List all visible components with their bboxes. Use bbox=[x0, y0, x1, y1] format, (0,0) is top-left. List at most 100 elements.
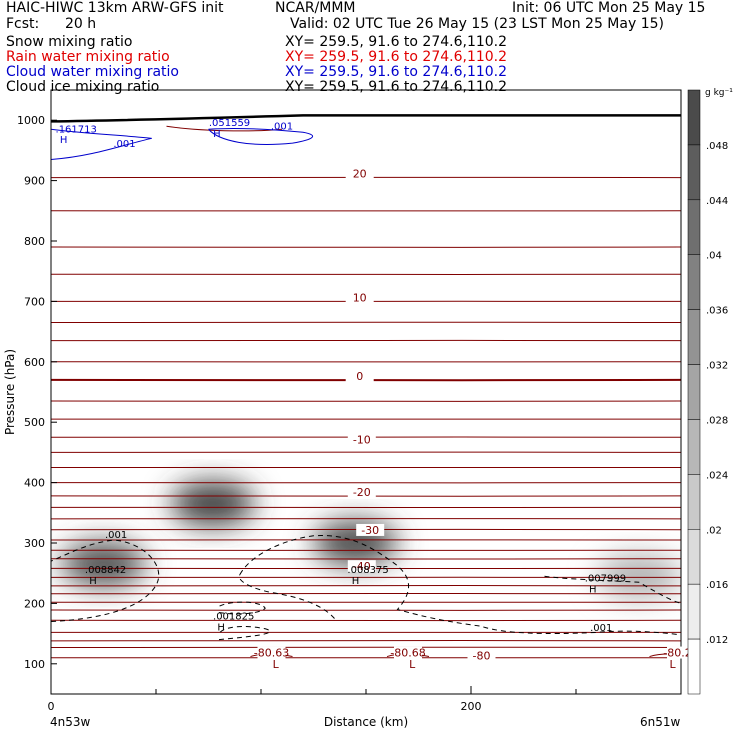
low-marker: L bbox=[409, 658, 416, 671]
colorbar-tick-label: .012 bbox=[706, 635, 728, 646]
y-tick-label: 600 bbox=[24, 356, 45, 369]
colorbar-tick-label: .028 bbox=[706, 415, 728, 426]
isotherm-line bbox=[51, 639, 681, 642]
isotherm-line bbox=[51, 609, 681, 611]
colorbar-segment bbox=[687, 199, 701, 255]
field-name-cloud-water: Cloud water mixing ratio bbox=[6, 64, 179, 80]
isotherm-label: -40 bbox=[353, 560, 371, 573]
ice-contour bbox=[218, 626, 271, 641]
isotherm-label: -20 bbox=[353, 486, 371, 499]
ice-contour-label: .001 bbox=[590, 623, 612, 634]
colorbar-segment bbox=[687, 583, 701, 640]
org-label: NCAR/MMM bbox=[275, 0, 356, 16]
x-axis-label: Distance (km) bbox=[324, 715, 408, 729]
isotherm-label: 0 bbox=[356, 370, 363, 383]
y-tick-label: 800 bbox=[24, 235, 45, 248]
field-xy-cloud-ice: XY= 259.5, 91.6 to 274.6,110.2 bbox=[285, 79, 508, 95]
colorbar-segment bbox=[687, 309, 701, 365]
isotherm-line bbox=[51, 584, 681, 587]
shading-blob bbox=[313, 521, 398, 565]
ice-contour bbox=[544, 575, 681, 604]
y-tick-label: 400 bbox=[24, 477, 45, 490]
colorbar-segment bbox=[687, 638, 701, 695]
isotherm-line bbox=[51, 321, 681, 324]
field-name-rain: Rain water mixing ratio bbox=[6, 49, 170, 65]
init-time: Init: 06 UTC Mon 25 May 15 bbox=[512, 0, 706, 16]
y-tick-label: 100 bbox=[24, 658, 45, 671]
isotherm-line bbox=[51, 246, 681, 248]
isotherm-line bbox=[51, 619, 681, 622]
field-xy-rain: XY= 259.5, 91.6 to 274.6,110.2 bbox=[285, 49, 508, 65]
isotherm-label: -80 bbox=[473, 650, 491, 663]
shading-blob bbox=[597, 554, 681, 599]
isotherm-label: -10 bbox=[353, 433, 371, 446]
cloud-water-max-marker: H bbox=[213, 129, 221, 140]
label-bg bbox=[347, 560, 376, 573]
cloud-water-contour bbox=[51, 128, 152, 160]
cloud-ice-contours bbox=[51, 535, 681, 641]
ice-max-value: .001825 bbox=[213, 612, 254, 623]
isotherm-line bbox=[51, 557, 681, 560]
colorbar-segment bbox=[687, 89, 701, 146]
low-marker: L bbox=[273, 658, 280, 671]
terrain-surface-line bbox=[50, 114, 681, 123]
isotherm-label: 10 bbox=[353, 291, 367, 304]
isotherm-label: -30 bbox=[361, 524, 379, 537]
colorbar-tick-label: .04 bbox=[706, 251, 722, 262]
ice-contour-label: .001 bbox=[105, 530, 127, 541]
x-tick-label: 0 bbox=[48, 700, 55, 713]
field-xy-snow: XY= 259.5, 91.6 to 274.6,110.2 bbox=[285, 34, 508, 50]
colorbar-segment bbox=[687, 529, 701, 585]
colorbar: .012 .016 .02 .024 .028 .032 .036 .04 .044 .048 bbox=[687, 89, 728, 695]
temperature-isotherms bbox=[51, 125, 681, 659]
colorbar-tick-label: .036 bbox=[706, 306, 728, 317]
y-axis-label: Pressure (hPa) bbox=[3, 349, 17, 435]
plot-frame bbox=[50, 89, 682, 695]
label-bg bbox=[467, 649, 496, 662]
ice-max-marker: H bbox=[217, 623, 225, 634]
field-xy-cloud-water: XY= 259.5, 91.6 to 274.6,110.2 bbox=[285, 64, 508, 80]
colorbar-tick-label: .024 bbox=[706, 470, 728, 481]
isotherm-line bbox=[51, 592, 681, 595]
isotherm-label: -80.63 bbox=[254, 647, 289, 660]
cloud-water-contour bbox=[208, 128, 314, 145]
cloud-water-max-marker: H bbox=[60, 135, 68, 146]
label-bg bbox=[345, 167, 374, 180]
surface-line bbox=[50, 114, 681, 123]
colorbar-segment bbox=[687, 419, 701, 475]
ice-max-marker: H bbox=[352, 576, 360, 587]
field-name-cloud-ice: Cloud ice mixing ratio bbox=[6, 79, 160, 95]
isotherm-label: -80.68 bbox=[390, 647, 425, 660]
x-tick-label: 200 bbox=[461, 700, 482, 713]
ice-contour bbox=[51, 539, 160, 623]
colorbar-tick-label: .032 bbox=[706, 361, 728, 372]
colorbar-tick-label: .016 bbox=[706, 580, 728, 591]
forecast-label: Fcst: bbox=[6, 16, 40, 32]
cloud-water-contour-label: .001 bbox=[113, 139, 135, 150]
ice-max-value: .007999 bbox=[585, 574, 626, 585]
colorbar-tick-label: .048 bbox=[706, 141, 728, 152]
label-bg bbox=[345, 291, 374, 304]
isotherm-line bbox=[51, 646, 681, 649]
label-bg bbox=[356, 523, 385, 536]
label-bg bbox=[345, 369, 374, 382]
y-tick-label: 500 bbox=[24, 416, 45, 429]
y-tick-label: 300 bbox=[24, 537, 45, 550]
mixing-ratio-shading bbox=[61, 481, 681, 599]
isotherm-label: 20 bbox=[353, 168, 367, 181]
isotherm-line bbox=[51, 518, 681, 520]
ice-contour bbox=[218, 601, 266, 615]
ice-max-value: .008375 bbox=[347, 565, 388, 576]
y-tick-label: 1000 bbox=[17, 114, 45, 127]
isotherm-line bbox=[51, 400, 681, 402]
colorbar-tick-label: .02 bbox=[706, 525, 722, 536]
label-bg bbox=[347, 433, 376, 446]
colorbar-tick-label: .044 bbox=[706, 196, 728, 207]
low-marker: L bbox=[670, 658, 677, 671]
isotherm-line bbox=[51, 481, 681, 484]
endpoint-left-label: 4n53w bbox=[50, 715, 91, 729]
ice-contour bbox=[239, 535, 681, 636]
